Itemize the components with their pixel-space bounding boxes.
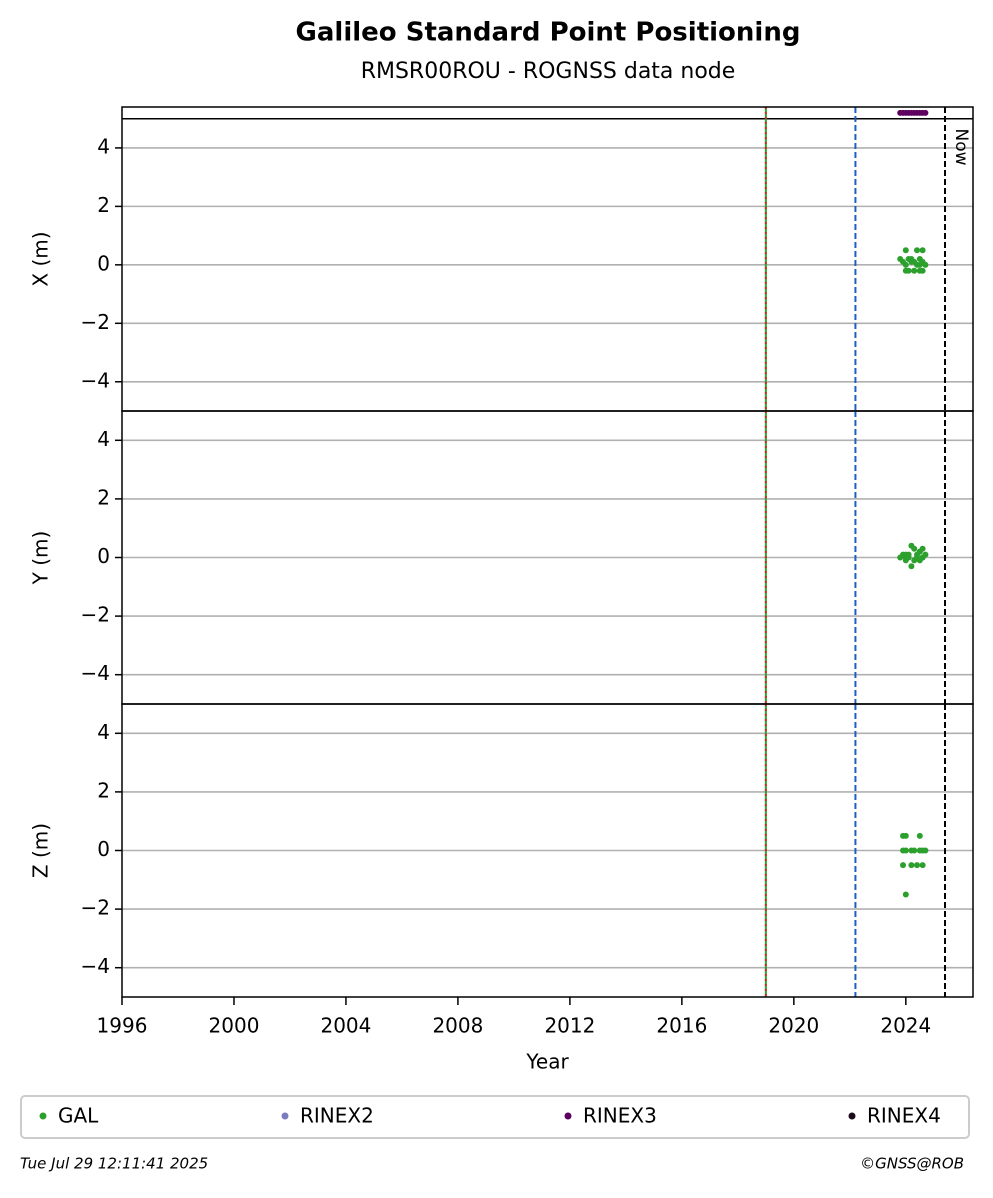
x-tick-label: 2008 <box>432 1014 483 1038</box>
point <box>919 247 926 254</box>
y-tick-label: −2 <box>81 896 110 920</box>
point <box>911 557 918 564</box>
chart-title: Galileo Standard Point Positioning <box>296 18 801 48</box>
credit: ©GNSS@ROB <box>860 1155 964 1173</box>
x-axis-label: Year <box>525 1050 569 1074</box>
legend-box <box>20 1095 970 1139</box>
point <box>902 267 909 274</box>
y-tick-label: 0 <box>97 544 110 568</box>
point <box>916 832 923 839</box>
y-tick-label: −4 <box>81 661 110 685</box>
x-tick-label: 2000 <box>209 1014 260 1038</box>
point <box>911 847 918 854</box>
y-axis-label: Z (m) <box>29 823 53 878</box>
point <box>914 247 921 254</box>
point <box>916 548 923 555</box>
y-tick-label: 4 <box>97 134 110 158</box>
y-tick-label: 0 <box>97 837 110 861</box>
x-tick-label: 2004 <box>320 1014 371 1038</box>
y-tick-label: −2 <box>81 310 110 334</box>
point <box>919 862 926 869</box>
point <box>908 862 915 869</box>
x-tick-label: 1996 <box>97 1014 148 1038</box>
x-tick-label: 2012 <box>544 1014 595 1038</box>
legend-marker <box>39 1112 47 1120</box>
point <box>922 847 929 854</box>
x-tick-label: 2024 <box>880 1014 931 1038</box>
point <box>902 247 909 254</box>
point <box>902 847 909 854</box>
y-tick-label: 4 <box>97 720 110 744</box>
y-tick-label: 0 <box>97 251 110 275</box>
x-tick-label: 2016 <box>656 1014 707 1038</box>
point <box>902 891 909 898</box>
point <box>916 261 923 268</box>
y-tick-label: −4 <box>81 954 110 978</box>
event-label: Now <box>951 128 971 165</box>
legend-label: RINEX4 <box>867 1104 941 1128</box>
y-tick-label: 2 <box>97 778 110 802</box>
point <box>911 258 918 265</box>
y-tick-label: −4 <box>81 368 110 392</box>
point <box>902 832 909 839</box>
point <box>922 261 929 268</box>
point <box>922 109 929 116</box>
timestamp: Tue Jul 29 12:11:41 2025 <box>20 1155 208 1173</box>
x-tick-label: 2020 <box>768 1014 819 1038</box>
point <box>911 267 918 274</box>
point <box>908 563 915 570</box>
y-tick-label: 2 <box>97 193 110 217</box>
point <box>919 554 926 561</box>
legend-marker <box>564 1112 572 1120</box>
point <box>914 862 921 869</box>
point <box>900 862 907 869</box>
plot-frame <box>121 703 974 998</box>
point <box>911 545 918 552</box>
legend-label: RINEX3 <box>583 1104 657 1128</box>
point <box>902 551 909 558</box>
chart-subtitle: RMSR00ROU - ROGNSS data node <box>361 59 736 84</box>
point <box>919 267 926 274</box>
plot-frame <box>121 106 974 412</box>
y-axis-label: Y (m) <box>29 531 53 586</box>
legend-marker <box>848 1112 856 1120</box>
y-tick-label: 4 <box>97 427 110 451</box>
y-tick-label: 2 <box>97 485 110 509</box>
legend-label: RINEX2 <box>300 1104 374 1128</box>
point <box>902 261 909 268</box>
legend-marker <box>281 1112 289 1120</box>
legend-label: GAL <box>58 1104 99 1128</box>
y-tick-label: −2 <box>81 603 110 627</box>
point <box>905 256 912 262</box>
y-axis-label: X (m) <box>29 231 53 286</box>
